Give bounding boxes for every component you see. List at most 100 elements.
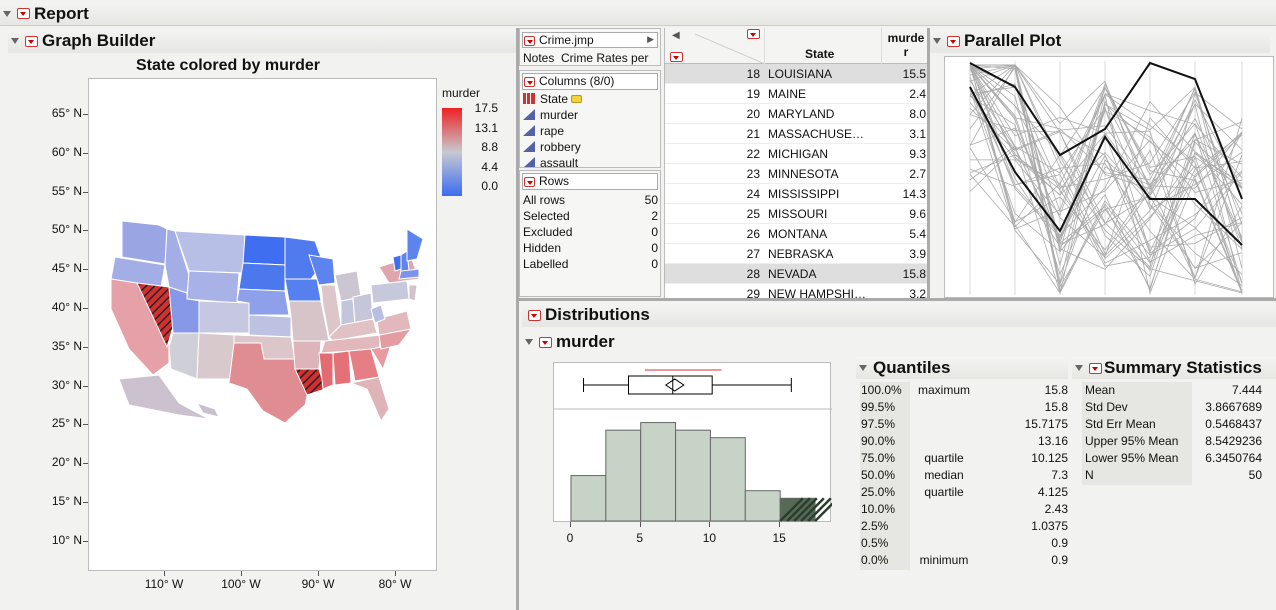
- distribution-plot[interactable]: [554, 363, 839, 523]
- col-header-murder[interactable]: murde r: [887, 31, 925, 59]
- continuous-column-icon: [523, 157, 535, 167]
- state-louisiana: [294, 368, 326, 396]
- parallel-plot-title: Parallel Plot: [964, 31, 1062, 50]
- quantile-row: 10.0% 2.43: [860, 502, 1068, 519]
- table-row[interactable]: 27 NEBRASKA 3.9: [665, 244, 927, 264]
- table-menu-icon[interactable]: [747, 29, 760, 39]
- col-header-state[interactable]: State: [805, 47, 835, 61]
- map-y-tick-mark: [83, 540, 88, 542]
- parallel-line: [970, 86, 1243, 216]
- rows-header[interactable]: Rows: [522, 173, 658, 190]
- parallel-line: [969, 108, 1243, 263]
- report-menu-icon[interactable]: [17, 8, 30, 19]
- parallel-line: [969, 64, 1243, 250]
- map-x-tick-mark: [395, 571, 396, 576]
- rows-menu-icon[interactable]: [524, 176, 535, 187]
- table-row[interactable]: 24 MISSISSIPPI 14.3: [665, 184, 927, 204]
- column-name: rape: [540, 124, 565, 138]
- map-y-tick-label: 30° N: [51, 377, 82, 392]
- state-northdakota: [242, 234, 286, 266]
- map-y-tick-label: 65° N: [51, 106, 82, 120]
- summary-header: Summary Statistics: [1072, 357, 1276, 379]
- row-menu-icon[interactable]: [670, 52, 683, 62]
- expand-arrow-icon[interactable]: ▶: [647, 34, 654, 44]
- row-number: 24: [746, 187, 760, 201]
- summary-menu-icon[interactable]: [1089, 362, 1102, 374]
- column-item[interactable]: robbery: [523, 140, 659, 156]
- columns-header[interactable]: Columns (8/0): [522, 73, 658, 90]
- column-item[interactable]: State: [523, 92, 659, 108]
- rows-stat-label: All rows: [523, 193, 566, 207]
- map-y-tick-mark: [83, 463, 88, 465]
- murder-menu-icon[interactable]: [539, 336, 552, 348]
- disclosure-triangle-icon[interactable]: [859, 365, 867, 371]
- table-row[interactable]: 26 MONTANA 5.4: [665, 224, 927, 244]
- disclosure-triangle-icon[interactable]: [525, 339, 533, 345]
- quantile-pct: 50.0%: [861, 468, 896, 482]
- row-number: 22: [746, 147, 760, 161]
- distributions-title: Distributions: [545, 305, 650, 324]
- table-row[interactable]: 25 MISSOURI 9.6: [665, 204, 927, 224]
- quantile-pct: 97.5%: [861, 417, 896, 431]
- legend-tick-label: 17.5: [474, 101, 498, 115]
- parallel-line: [969, 64, 1243, 293]
- horizontal-divider: [519, 298, 1276, 301]
- distributions-menu-icon[interactable]: [528, 309, 541, 321]
- map-x-tick-mark: [164, 571, 165, 576]
- disclosure-triangle-icon[interactable]: [11, 38, 19, 44]
- rows-stat-row: All rows 50: [522, 193, 658, 209]
- quantile-value: 2.43: [1044, 502, 1068, 516]
- file-row[interactable]: Crime.jmp ▶: [522, 32, 658, 48]
- graph-builder-menu-icon[interactable]: [25, 35, 38, 47]
- us-map[interactable]: [89, 79, 438, 572]
- map-y-tick-mark: [83, 269, 88, 271]
- file-name: Crime.jmp: [539, 33, 594, 47]
- hist-tick-label: 0: [566, 531, 574, 545]
- parallel-plot[interactable]: [945, 57, 1275, 299]
- column-item[interactable]: rape: [523, 124, 659, 140]
- map-x-tick-label: 80° W: [378, 577, 412, 591]
- summary-value: 50: [1248, 468, 1262, 482]
- disclosure-triangle-icon[interactable]: [1075, 365, 1083, 371]
- state-texas: [228, 342, 312, 424]
- parallel-plot-menu-icon[interactable]: [947, 35, 960, 47]
- legend-color-bar: [442, 108, 462, 196]
- column-item[interactable]: murder: [523, 108, 659, 124]
- summary-title: Summary Statistics: [1104, 358, 1262, 377]
- table-row[interactable]: 20 MARYLAND 8.0: [665, 104, 927, 124]
- map-y-tick-mark: [83, 424, 88, 426]
- row-number: 29: [746, 287, 760, 298]
- column-item[interactable]: assault: [523, 156, 659, 167]
- label-tag-icon: [571, 95, 583, 103]
- file-menu-icon[interactable]: [524, 35, 535, 46]
- state-southdakota: [238, 262, 286, 292]
- table-row[interactable]: 28 NEVADA 15.8: [665, 264, 927, 284]
- table-row[interactable]: 18 LOUISIANA 15.5: [665, 64, 927, 84]
- state-washington: [121, 220, 168, 265]
- notes: Notes Crime Rates per: [523, 51, 649, 65]
- scroll-left-icon[interactable]: ◀: [672, 30, 680, 41]
- chart-title: State colored by murder: [135, 57, 321, 74]
- murder-cell: 3.9: [909, 247, 926, 261]
- table-row[interactable]: 21 MASSACHUSE… 3.1: [665, 124, 927, 144]
- murder-cell: 9.6: [909, 207, 926, 221]
- parallel-line: [969, 88, 1243, 285]
- continuous-column-icon: [523, 109, 535, 120]
- table-row[interactable]: 29 NEW HAMPSHI… 3.2: [665, 284, 927, 298]
- table-row[interactable]: 22 MICHIGAN 9.3: [665, 144, 927, 164]
- state-ohio: [352, 292, 374, 324]
- murder-cell: 2.4: [909, 87, 926, 101]
- table-row[interactable]: 19 MAINE 2.4: [665, 84, 927, 104]
- quantile-pct: 75.0%: [861, 451, 896, 465]
- parallel-line: [969, 64, 1243, 196]
- disclosure-triangle-icon[interactable]: [933, 38, 941, 44]
- hist-tick-label: 5: [636, 531, 644, 545]
- table-row[interactable]: 23 MINNESOTA 2.7: [665, 164, 927, 184]
- columns-menu-icon[interactable]: [524, 76, 535, 87]
- legend-tick-label: 4.4: [481, 159, 498, 174]
- disclosure-triangle-icon[interactable]: [3, 10, 11, 17]
- state-cell: NEW HAMPSHI…: [768, 287, 867, 298]
- quantile-row: 99.5% 15.8: [860, 400, 1068, 417]
- summary-label: Lower 95% Mean: [1085, 451, 1179, 465]
- murder-cell: 9.3: [909, 147, 926, 161]
